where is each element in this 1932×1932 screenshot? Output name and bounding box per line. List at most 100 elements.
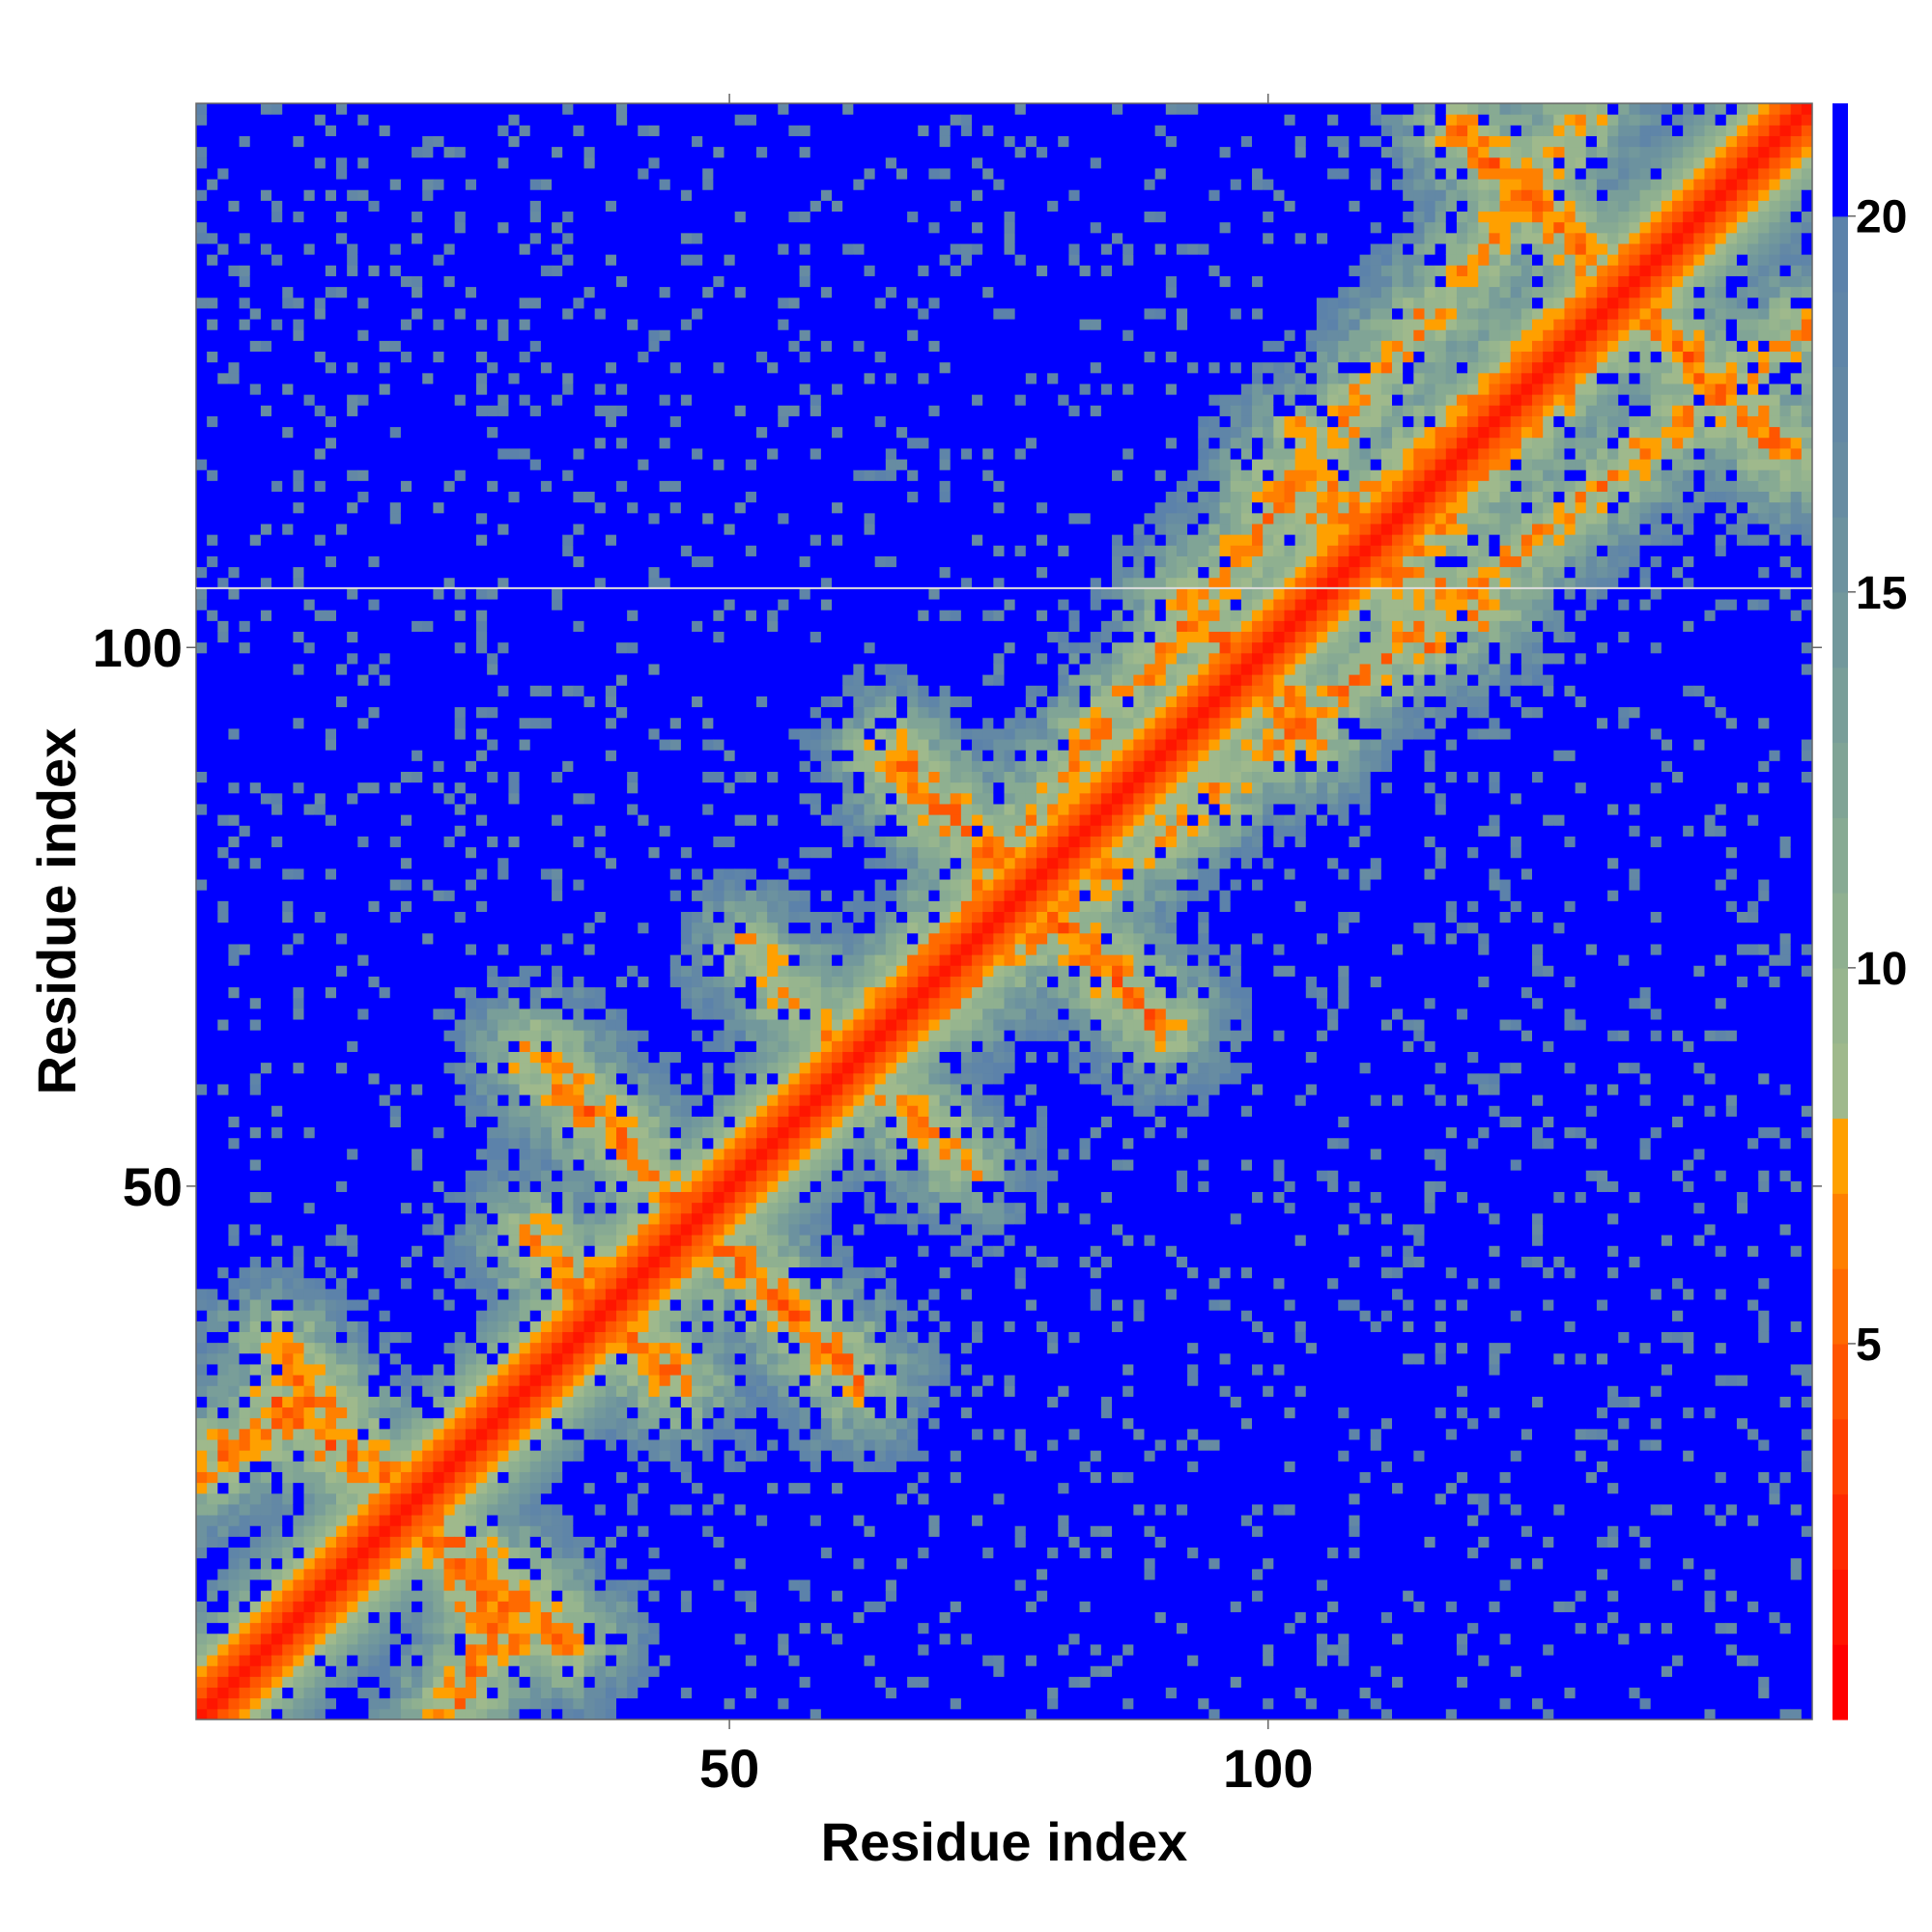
heatmap-cell xyxy=(326,1515,337,1526)
heatmap-cell xyxy=(336,998,348,1009)
heatmap-cell xyxy=(217,1203,229,1214)
heatmap-cell xyxy=(541,200,553,212)
heatmap-cell xyxy=(487,103,498,115)
heatmap-cell xyxy=(293,1159,304,1171)
heatmap-cell xyxy=(412,707,423,719)
heatmap-cell xyxy=(304,1461,316,1472)
heatmap-cell xyxy=(347,1116,358,1127)
heatmap-cell xyxy=(530,868,542,880)
heatmap-cell xyxy=(530,750,542,761)
heatmap-cell xyxy=(357,415,369,427)
heatmap-cell xyxy=(207,632,218,643)
heatmap-cell xyxy=(315,1515,327,1526)
heatmap-cell xyxy=(357,944,369,955)
heatmap-cell xyxy=(293,448,304,460)
heatmap-cell xyxy=(315,1343,327,1354)
heatmap-cell xyxy=(250,976,262,987)
heatmap-cell xyxy=(347,1159,358,1171)
heatmap-cell xyxy=(444,1634,456,1645)
heatmap-cell xyxy=(433,912,444,923)
heatmap-cell xyxy=(240,1321,251,1332)
heatmap-cell xyxy=(336,610,348,621)
heatmap-cell xyxy=(541,1084,553,1095)
heatmap-cell xyxy=(271,459,283,470)
heatmap-cell xyxy=(326,1688,337,1699)
heatmap-cell xyxy=(487,157,498,169)
heatmap-cell xyxy=(347,114,358,126)
heatmap-cell xyxy=(508,847,520,859)
heatmap-cell xyxy=(520,405,531,416)
heatmap-cell xyxy=(315,1429,327,1440)
heatmap-cell xyxy=(380,1127,391,1139)
heatmap-cell xyxy=(315,1665,327,1677)
heatmap-cell xyxy=(261,308,272,320)
heatmap-cell xyxy=(217,1623,229,1634)
heatmap-cell xyxy=(228,1256,240,1267)
heatmap-cell xyxy=(207,1235,218,1246)
heatmap-cell xyxy=(282,696,294,707)
heatmap-cell xyxy=(412,1579,423,1591)
heatmap-cell xyxy=(240,674,251,686)
heatmap-cell xyxy=(304,782,316,794)
heatmap-cell xyxy=(357,1051,369,1063)
heatmap-cell xyxy=(217,1063,229,1074)
heatmap-cell xyxy=(336,944,348,955)
heatmap-cell xyxy=(240,1655,251,1666)
heatmap-cell xyxy=(347,1331,358,1343)
heatmap-cell xyxy=(552,1429,563,1440)
heatmap-cell xyxy=(315,352,327,363)
heatmap-cell xyxy=(240,125,251,136)
heatmap-cell xyxy=(282,965,294,977)
heatmap-cell xyxy=(422,890,434,901)
heatmap-cell xyxy=(282,1191,294,1203)
heatmap-cell xyxy=(293,1665,304,1677)
heatmap-cell xyxy=(326,222,337,234)
heatmap-cell xyxy=(207,1019,218,1031)
heatmap-cell xyxy=(466,965,477,977)
heatmap-cell xyxy=(315,545,327,556)
heatmap-cell xyxy=(304,1331,316,1343)
heatmap-cell xyxy=(390,147,402,158)
heatmap-cell xyxy=(476,405,488,416)
heatmap-cell xyxy=(326,814,337,826)
heatmap-cell xyxy=(357,212,369,223)
heatmap-cell xyxy=(304,1515,316,1526)
heatmap-cell xyxy=(476,1709,488,1720)
heatmap-cell xyxy=(380,1493,391,1505)
heatmap-cell xyxy=(357,1127,369,1139)
heatmap-cell xyxy=(422,987,434,999)
heatmap-cell xyxy=(520,912,531,923)
heatmap-cell xyxy=(282,912,294,923)
heatmap-cell xyxy=(261,459,272,470)
heatmap-cell xyxy=(412,275,423,287)
heatmap-cell xyxy=(487,954,498,966)
heatmap-cell xyxy=(520,987,531,999)
heatmap-cell xyxy=(444,1063,456,1074)
heatmap-cell xyxy=(390,707,402,719)
heatmap-cell xyxy=(380,782,391,794)
heatmap-cell xyxy=(508,103,520,115)
heatmap-cell xyxy=(347,1278,358,1290)
heatmap-cell xyxy=(217,900,229,912)
heatmap-cell xyxy=(228,632,240,643)
heatmap-cell xyxy=(261,1634,272,1645)
heatmap-cell xyxy=(433,329,444,341)
heatmap-cell xyxy=(282,944,294,955)
heatmap-cell xyxy=(207,513,218,525)
heatmap-cell xyxy=(433,1590,444,1602)
heatmap-cell xyxy=(207,329,218,341)
heatmap-cell xyxy=(368,1385,380,1397)
heatmap-cell xyxy=(487,329,498,341)
heatmap-cell xyxy=(487,534,498,546)
heatmap-cell xyxy=(444,1504,456,1516)
heatmap-cell xyxy=(476,664,488,675)
heatmap-cell xyxy=(444,718,456,729)
heatmap-cell xyxy=(196,1385,208,1397)
heatmap-cell xyxy=(326,1623,337,1634)
heatmap-cell xyxy=(250,1203,262,1214)
heatmap-cell xyxy=(336,814,348,826)
heatmap-cell xyxy=(357,632,369,643)
heatmap-cell xyxy=(497,469,509,481)
heatmap-cell xyxy=(217,599,229,611)
heatmap-cell xyxy=(250,987,262,999)
